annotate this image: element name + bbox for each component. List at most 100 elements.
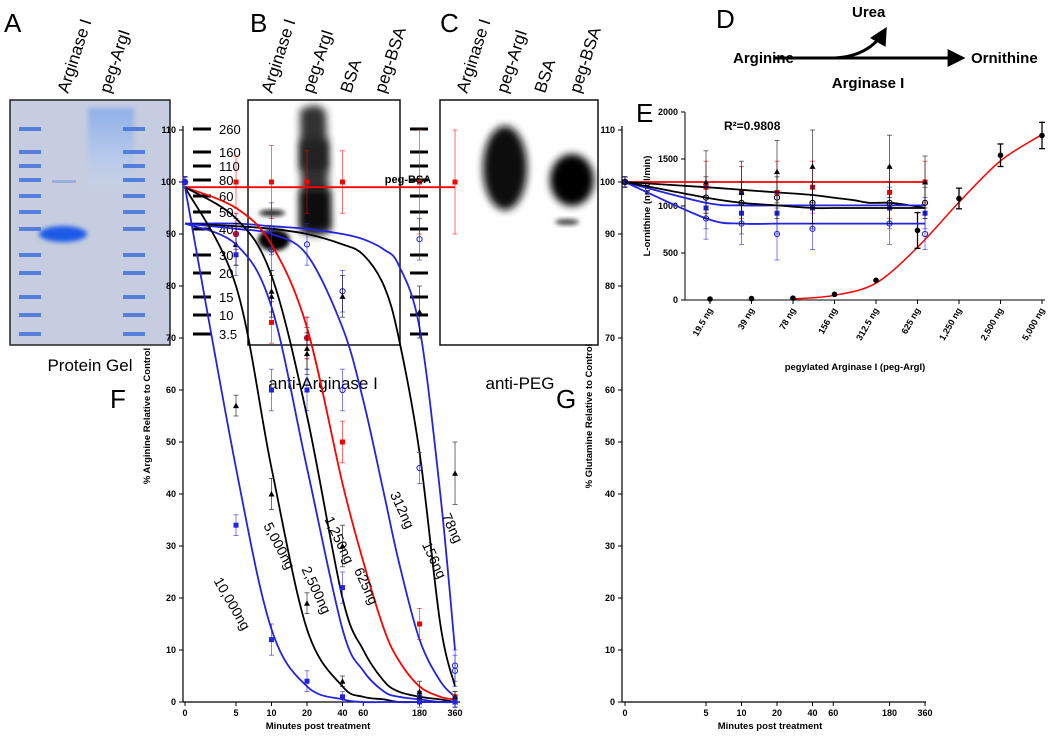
y-tick-label: 10 [605, 645, 615, 655]
data-point [268, 293, 275, 299]
curve-label: 78ng [439, 510, 467, 545]
x-tick-label: 0 [622, 708, 627, 718]
y-tick-label: 100 [161, 177, 176, 187]
ladder-band [19, 164, 41, 168]
y-axis-label: % Arginine Relative to Control [142, 348, 153, 484]
panel-letter: F [110, 384, 126, 414]
x-tick-label: 40 [807, 708, 817, 718]
x-tick-label: 5 [703, 708, 708, 718]
data-point [339, 678, 346, 684]
x-tick-label: 20 [302, 708, 312, 718]
y-tick-label: 20 [166, 593, 176, 603]
ladder-band [123, 271, 145, 275]
data-point [914, 227, 921, 234]
data-point [417, 699, 423, 705]
x-tick-label: 360 [448, 708, 463, 718]
y-tick-label: 2000 [658, 107, 678, 117]
x-tick-label: 78 ng [777, 306, 797, 331]
lane-label: peg-BSA [371, 24, 410, 95]
ladder-band [19, 150, 41, 154]
ladder-band [19, 194, 41, 198]
caption: Protein Gel [47, 356, 132, 375]
data-point [831, 291, 838, 298]
x-tick-label: 60 [358, 708, 368, 718]
x-axis-label: Minutes post treatment [718, 721, 823, 732]
data-point [269, 319, 274, 325]
y-tick-label: 50 [166, 437, 176, 447]
data-point [233, 252, 239, 258]
x-tick-label: 2,500 ng [979, 306, 1006, 342]
fit-curve [624, 181, 926, 225]
fit-curve [184, 222, 456, 687]
y-tick-label: 0 [610, 697, 615, 707]
branch-arrow [834, 26, 887, 60]
x-axis-label: Minutes post treatment [266, 721, 371, 732]
x-tick-label: 312.5 ng [854, 306, 881, 342]
panel-letter: A [4, 8, 22, 38]
x-tick-label: 360 [918, 708, 933, 718]
lane-label: peg-BSA [566, 24, 605, 95]
data-point [182, 179, 188, 185]
panel-letter: G [556, 384, 576, 414]
lane-label: peg-ArgI [493, 27, 531, 95]
lane-label: BSA [337, 56, 366, 95]
marker-label: 110 [219, 159, 240, 174]
y-tick-label: 30 [605, 541, 615, 551]
ladder-band [19, 313, 41, 317]
error-bar [810, 181, 815, 225]
marker-label: 3.5 [219, 327, 237, 342]
data-point [452, 179, 458, 185]
ladder-band [123, 313, 145, 317]
annotation: R²=0.9808 [724, 119, 781, 133]
x-tick-label: 19.5 ng [691, 306, 715, 338]
lane-label: peg-ArgI [299, 27, 337, 95]
data-point [997, 152, 1004, 159]
data-point [416, 236, 423, 243]
y-tick-label: 0 [673, 295, 678, 305]
y-tick-label: 40 [605, 489, 615, 499]
data-point [417, 621, 423, 627]
y-tick-label: 80 [605, 281, 615, 291]
data-point [790, 295, 796, 301]
lane-label: peg-ArgI [96, 27, 134, 95]
x-tick-label: 39 ng [736, 306, 756, 331]
data-point [340, 439, 345, 445]
marker-label: 80 [219, 173, 233, 188]
x-tick-label: 20 [772, 708, 782, 718]
ladder-band [123, 150, 145, 154]
data-point [269, 637, 274, 643]
data-point [340, 694, 345, 700]
data-point [809, 199, 816, 206]
error-bar [622, 176, 628, 188]
ladder-band [19, 295, 41, 299]
data-point [921, 199, 929, 206]
fit-curve [624, 181, 926, 209]
y-tick-label: 70 [166, 333, 176, 343]
error-bar [417, 451, 423, 485]
data-point [304, 387, 310, 393]
data-point [304, 678, 310, 684]
data-point [886, 199, 893, 206]
x-tick-label: 0 [182, 708, 187, 718]
data-point [269, 387, 274, 393]
y-tick-label: 60 [605, 385, 615, 395]
data-point [304, 179, 310, 185]
ladder-band [123, 210, 145, 214]
ladder-band [123, 127, 145, 131]
y-tick-label: 110 [161, 125, 176, 135]
data-point [269, 179, 274, 185]
y-tick-label: 80 [166, 281, 176, 291]
ladder-band [19, 332, 41, 336]
data-point [268, 491, 275, 497]
panel-letter: C [440, 8, 459, 38]
panel-letter: E [636, 98, 653, 128]
y-tick-label: 110 [600, 125, 615, 135]
data-point [956, 195, 962, 202]
data-point [303, 241, 311, 248]
ladder-band [123, 332, 145, 336]
data-point [339, 293, 346, 299]
y-tick-label: 70 [605, 333, 615, 343]
data-point [417, 179, 423, 185]
fit-curve [184, 222, 456, 698]
